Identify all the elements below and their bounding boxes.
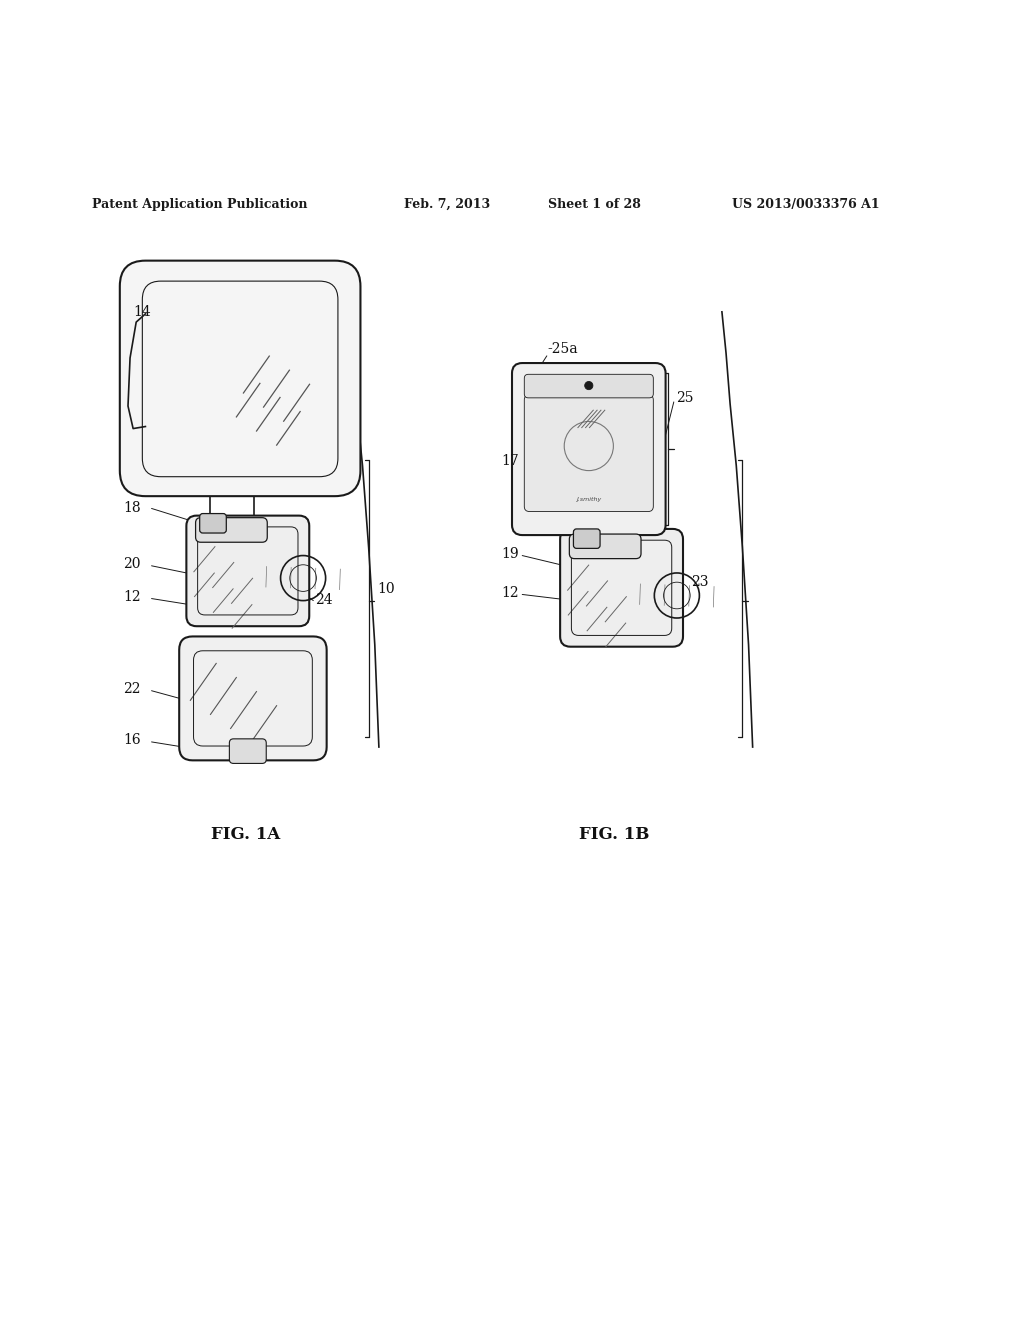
FancyBboxPatch shape <box>179 636 327 760</box>
FancyBboxPatch shape <box>512 363 666 535</box>
FancyBboxPatch shape <box>120 260 360 496</box>
Text: Sheet 1 of 28: Sheet 1 of 28 <box>548 198 641 211</box>
Text: -25a: -25a <box>548 342 579 356</box>
Text: 25: 25 <box>676 391 693 405</box>
FancyBboxPatch shape <box>524 395 653 512</box>
Text: 22: 22 <box>123 681 140 696</box>
Text: 24: 24 <box>315 593 333 607</box>
Text: FIG. 1A: FIG. 1A <box>211 826 281 843</box>
Text: 10: 10 <box>377 582 394 597</box>
FancyBboxPatch shape <box>196 517 267 543</box>
Text: 20: 20 <box>123 557 140 570</box>
Text: 18: 18 <box>123 500 140 515</box>
Text: 14: 14 <box>133 305 151 319</box>
Text: Patent Application Publication: Patent Application Publication <box>92 198 307 211</box>
Text: FIG. 1B: FIG. 1B <box>580 826 649 843</box>
Text: 19: 19 <box>502 546 519 561</box>
Text: 16: 16 <box>123 733 140 747</box>
FancyBboxPatch shape <box>573 529 600 548</box>
FancyBboxPatch shape <box>524 375 653 397</box>
Text: 23: 23 <box>691 576 709 589</box>
Text: 12: 12 <box>502 586 519 599</box>
FancyBboxPatch shape <box>229 739 266 763</box>
Text: US 2013/0033376 A1: US 2013/0033376 A1 <box>732 198 880 211</box>
Circle shape <box>585 381 593 389</box>
Text: Feb. 7, 2013: Feb. 7, 2013 <box>404 198 490 211</box>
Text: 12: 12 <box>123 590 140 603</box>
Text: 17: 17 <box>502 454 519 469</box>
FancyBboxPatch shape <box>200 513 226 533</box>
FancyBboxPatch shape <box>186 516 309 626</box>
FancyBboxPatch shape <box>560 529 683 647</box>
FancyBboxPatch shape <box>569 535 641 558</box>
Text: J.smithy: J.smithy <box>577 498 601 503</box>
